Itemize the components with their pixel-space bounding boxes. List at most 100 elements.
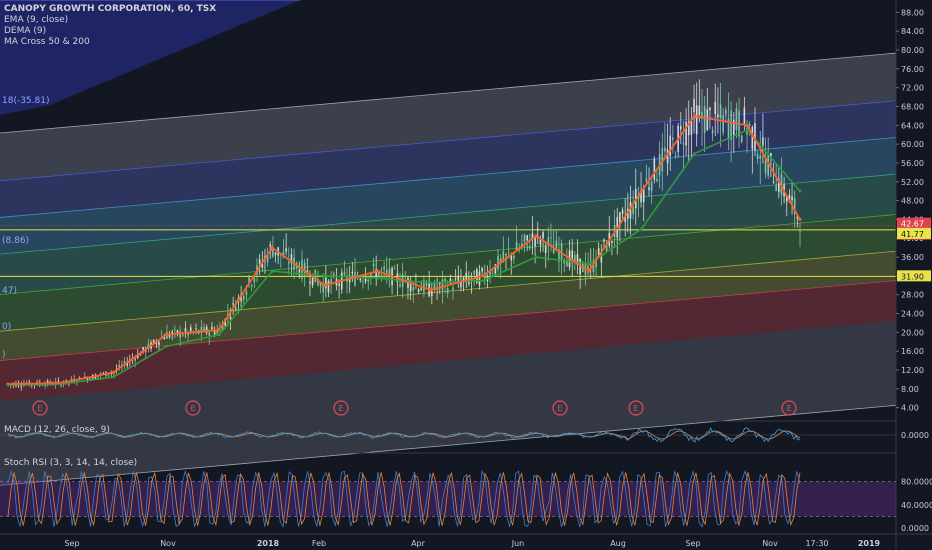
price-body [725,109,727,115]
time-label: Nov [160,539,176,548]
price-body [727,117,730,138]
price-body [539,239,542,245]
price-body [706,109,709,131]
price-body [118,365,121,369]
price-body [560,243,563,260]
ema-point [164,333,168,337]
price-body [282,251,285,258]
price-body [142,347,144,352]
ema-point [376,269,380,273]
price-body [322,283,325,293]
stoch-rsi-label[interactable]: Stoch RSI (3, 3, 14, 14, close) [4,458,138,468]
legend-ema[interactable]: EMA (9, close) [4,15,69,25]
legend-dema[interactable]: DEMA (9) [4,26,47,36]
price-body [158,341,160,345]
price-tick-label: 36.00 [901,253,924,262]
price-body [754,123,756,152]
price-tick-label: 24.00 [901,310,924,319]
legend-ma-cross[interactable]: MA Cross 50 & 200 [4,37,90,47]
macd-signal-line [7,430,801,440]
price-body [775,185,777,191]
price-body [481,268,483,272]
price-body [253,278,256,283]
price-body [642,188,645,203]
price-tick-label: 76.00 [901,65,924,74]
price-body [714,101,717,115]
price-body [571,250,574,263]
earnings-marker [781,400,797,416]
ema-point [534,234,538,238]
price-body [717,114,719,118]
price-body [417,289,420,293]
ema-line [7,115,801,385]
ma-point [693,152,696,155]
price-body [491,273,494,275]
time-label: Aug [610,539,626,548]
time-label: Apr [411,539,426,548]
price-body [176,330,179,335]
price-body [648,187,650,191]
price-body [102,373,105,374]
price-body [542,232,544,239]
ma-point [112,375,115,379]
fib-label-0: 18(-35.81) [2,96,50,106]
price-body [457,276,460,283]
price-body [327,280,330,293]
ema-point [428,288,432,292]
price-body [785,196,788,202]
price-body [134,358,136,361]
price-body [409,280,412,292]
price-body [701,112,703,119]
price-body [650,181,653,192]
chart-title: CANOPY GROWTH CORPORATION, 60, TSX [4,4,217,14]
price-body [309,281,311,284]
price-body [778,179,780,192]
ma-point [745,128,749,132]
price-body [317,279,319,286]
ma-point [376,276,379,280]
price-body [526,235,528,241]
ema-point [217,328,221,332]
ma-point [270,269,274,273]
price-body [311,273,314,286]
price-body [687,121,690,136]
price-body [478,271,481,286]
price-body [550,237,552,239]
price-body [732,119,735,137]
price-body [669,135,672,157]
price-body [470,279,473,281]
ema-point [270,246,274,250]
price-body [611,240,613,243]
price-tick-label: 12.00 [901,366,924,375]
earnings-marker [552,400,568,416]
price-body [168,333,171,337]
price-body [314,269,317,283]
ema-point [481,274,485,278]
price-body [711,129,714,134]
price-tick-label: 20.00 [901,328,924,337]
price-body [348,277,351,283]
price-body [764,158,767,174]
price-body [229,316,232,320]
price-body [70,378,73,382]
price-body [380,269,383,271]
price-body [208,332,211,336]
price-body [558,249,560,262]
price-body [213,330,216,335]
price-body [788,194,791,203]
price-body [799,231,801,232]
price-body [107,374,110,376]
price-tick-label: 8.00 [901,385,919,394]
price-body [574,255,576,262]
price-body [672,137,674,140]
price-body [452,287,454,291]
stoch-tick-label: 80.0000 [901,478,932,487]
price-body [695,105,698,135]
price-body [693,99,695,113]
level1-badge: 41.77 [901,230,924,239]
price-body [420,288,423,291]
macd-line [7,427,801,443]
price-body [248,275,250,283]
macd-label[interactable]: MACD (12, 26, close, 9) [4,425,110,435]
